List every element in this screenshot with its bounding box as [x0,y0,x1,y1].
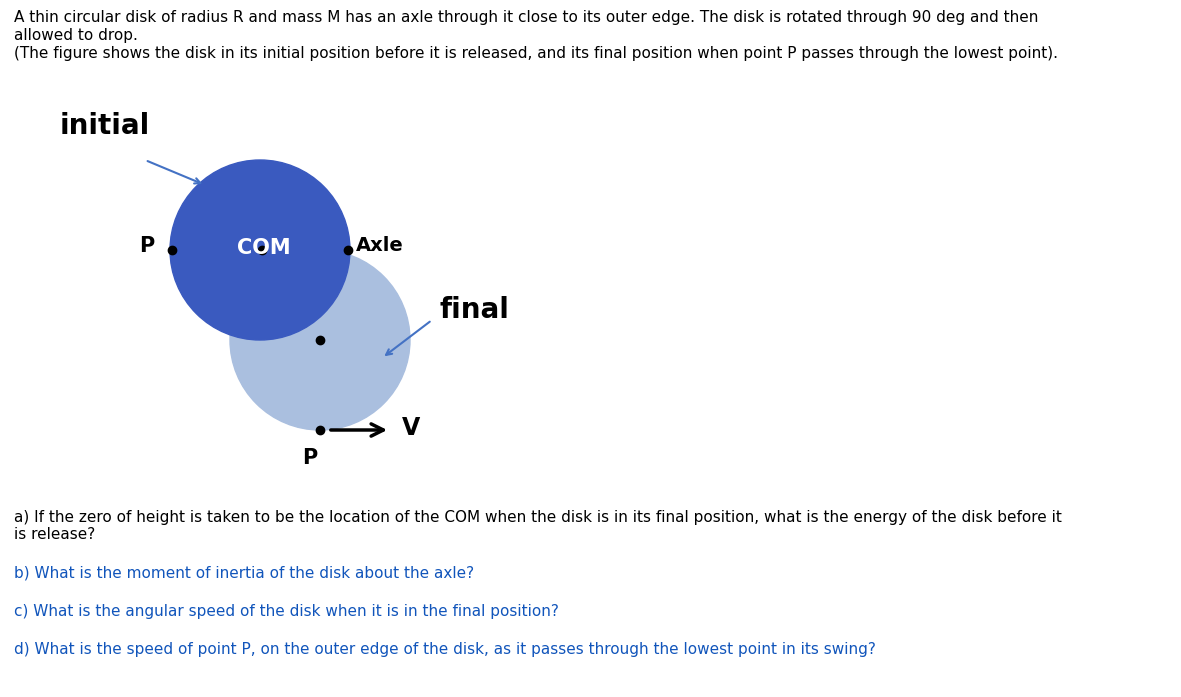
Text: d) What is the speed of point P, on the outer edge of the disk, as it passes thr: d) What is the speed of point P, on the … [14,642,876,657]
Text: COM: COM [237,238,291,258]
Text: P: P [138,236,154,256]
Text: b) What is the moment of inertia of the disk about the axle?: b) What is the moment of inertia of the … [14,566,474,581]
Text: initial: initial [60,112,150,140]
Text: A thin circular disk of radius R and mass M has an axle through it close to its : A thin circular disk of radius R and mas… [14,10,1038,25]
Text: P: P [302,448,318,468]
Text: a) If the zero of height is taken to be the location of the COM when the disk is: a) If the zero of height is taken to be … [14,510,1062,542]
Text: V: V [402,416,420,440]
Text: allowed to drop.: allowed to drop. [14,28,138,43]
Text: c) What is the angular speed of the disk when it is in the final position?: c) What is the angular speed of the disk… [14,604,559,619]
Circle shape [170,160,350,340]
Circle shape [230,250,410,430]
Text: final: final [441,296,510,324]
Text: Axle: Axle [355,236,404,255]
Text: (The figure shows the disk in its initial position before it is released, and it: (The figure shows the disk in its initia… [14,46,1058,61]
